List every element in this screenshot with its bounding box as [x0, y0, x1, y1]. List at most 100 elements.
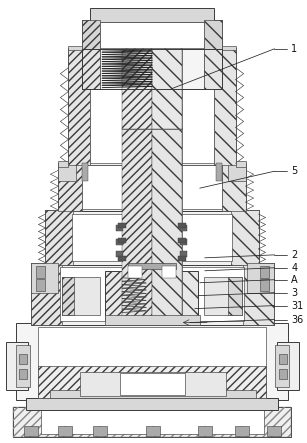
- Bar: [178, 223, 186, 228]
- Bar: [128, 266, 142, 278]
- Bar: [152, 128, 182, 323]
- Bar: [72, 214, 232, 261]
- Bar: [122, 48, 182, 129]
- Bar: [82, 165, 222, 209]
- Text: 4: 4: [291, 263, 297, 273]
- Bar: [41, 410, 263, 434]
- Bar: [162, 266, 176, 278]
- Bar: [180, 225, 187, 231]
- Bar: [116, 251, 123, 257]
- Bar: [68, 48, 236, 165]
- Text: 1: 1: [291, 44, 297, 54]
- Text: 3: 3: [291, 288, 297, 298]
- Bar: [128, 263, 176, 269]
- Bar: [93, 426, 107, 436]
- Text: 2: 2: [291, 250, 297, 260]
- Bar: [13, 407, 291, 437]
- Bar: [278, 342, 299, 390]
- Bar: [58, 163, 82, 211]
- Bar: [180, 251, 187, 257]
- Bar: [118, 223, 126, 228]
- Bar: [116, 239, 123, 245]
- Bar: [31, 263, 58, 293]
- Bar: [24, 426, 37, 436]
- Text: 5: 5: [291, 166, 297, 176]
- Bar: [259, 266, 270, 278]
- Bar: [105, 315, 200, 325]
- Bar: [68, 46, 82, 50]
- Bar: [120, 373, 185, 395]
- Bar: [82, 20, 100, 50]
- Bar: [82, 20, 222, 50]
- Bar: [216, 163, 222, 181]
- Bar: [58, 426, 72, 436]
- Bar: [236, 161, 246, 167]
- Bar: [36, 266, 45, 278]
- Bar: [25, 398, 278, 410]
- Bar: [100, 22, 204, 48]
- Bar: [19, 369, 27, 379]
- Bar: [19, 354, 27, 364]
- Bar: [178, 238, 186, 243]
- Bar: [279, 369, 287, 379]
- Bar: [31, 263, 62, 325]
- Text: 31: 31: [291, 301, 304, 311]
- Bar: [178, 256, 186, 261]
- Bar: [243, 263, 274, 325]
- Polygon shape: [105, 271, 148, 321]
- Bar: [204, 277, 242, 315]
- Bar: [122, 48, 152, 129]
- Bar: [122, 128, 152, 323]
- Text: 36: 36: [291, 315, 304, 325]
- Bar: [16, 323, 288, 400]
- Bar: [267, 426, 282, 436]
- Bar: [100, 49, 204, 89]
- Bar: [45, 210, 258, 265]
- Bar: [13, 407, 291, 437]
- Bar: [259, 279, 270, 291]
- Bar: [118, 256, 126, 261]
- Bar: [90, 50, 214, 163]
- Bar: [235, 426, 249, 436]
- Bar: [82, 163, 88, 181]
- Bar: [90, 8, 214, 22]
- Bar: [58, 163, 76, 181]
- Bar: [204, 49, 222, 89]
- Bar: [118, 238, 126, 243]
- Bar: [275, 346, 290, 387]
- Bar: [82, 49, 100, 89]
- Polygon shape: [148, 271, 198, 321]
- Bar: [58, 163, 246, 211]
- Bar: [62, 277, 100, 315]
- Bar: [204, 20, 222, 50]
- Bar: [45, 210, 73, 265]
- Bar: [222, 163, 246, 211]
- Bar: [222, 46, 236, 50]
- Bar: [16, 346, 29, 387]
- Bar: [68, 48, 90, 165]
- Bar: [82, 49, 222, 89]
- Bar: [58, 161, 68, 167]
- Bar: [214, 48, 236, 165]
- Bar: [116, 225, 123, 231]
- Bar: [228, 277, 242, 315]
- Text: A: A: [291, 275, 298, 285]
- Bar: [80, 372, 226, 396]
- Bar: [60, 267, 243, 321]
- Bar: [122, 128, 182, 323]
- Bar: [37, 366, 266, 398]
- Bar: [36, 279, 45, 291]
- Bar: [50, 390, 255, 398]
- Bar: [247, 263, 274, 293]
- Bar: [146, 426, 160, 436]
- Bar: [31, 263, 274, 325]
- Bar: [152, 48, 182, 129]
- Bar: [37, 326, 266, 398]
- Bar: [180, 239, 187, 245]
- Bar: [198, 426, 212, 436]
- Bar: [228, 163, 246, 181]
- Bar: [231, 210, 258, 265]
- Bar: [6, 342, 28, 390]
- Bar: [62, 277, 74, 315]
- Bar: [279, 354, 287, 364]
